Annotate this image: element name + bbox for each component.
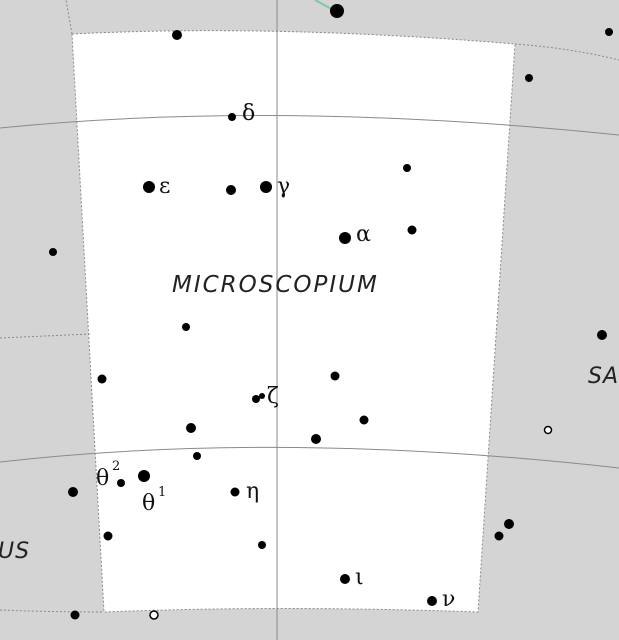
variable-star — [543, 425, 553, 435]
neighbor-label-left: US — [0, 539, 30, 564]
star-delta — [228, 113, 236, 121]
star — [359, 415, 369, 425]
star-nu — [427, 596, 437, 606]
star — [605, 28, 613, 36]
star-iota — [340, 574, 350, 584]
microscopium-area — [71, 30, 516, 613]
star — [186, 423, 196, 433]
star-theta2 — [117, 479, 125, 487]
star — [504, 519, 514, 529]
star — [494, 531, 504, 541]
star — [172, 30, 182, 40]
declination-line-upper — [0, 115, 619, 136]
label-eta: η — [246, 479, 259, 504]
star-zeta-companion — [259, 393, 265, 399]
star — [97, 374, 107, 384]
star — [68, 487, 78, 497]
label-theta1: θ — [142, 491, 155, 516]
star — [182, 323, 190, 331]
star — [193, 452, 201, 460]
star — [103, 531, 113, 541]
declination-line-lower — [0, 446, 619, 469]
star — [226, 185, 236, 195]
star-top-bright — [330, 4, 344, 18]
variable-star — [149, 610, 159, 620]
star — [403, 164, 411, 172]
variable-stars — [149, 425, 553, 620]
star — [70, 610, 80, 620]
label-alpha: α — [356, 222, 371, 247]
star-epsilon — [143, 181, 155, 193]
star-gamma — [260, 181, 272, 193]
label-zeta: ζ — [267, 384, 279, 409]
label-nu: ν — [442, 587, 455, 612]
star-alpha — [339, 232, 351, 244]
label-epsilon: ε — [159, 174, 170, 199]
star — [597, 330, 607, 340]
stars — [49, 4, 613, 620]
star-eta — [230, 487, 240, 497]
star-zeta — [252, 395, 260, 403]
label-gamma: γ — [277, 174, 290, 199]
label-theta1-superscript: 1 — [158, 485, 166, 500]
star — [330, 371, 340, 381]
label-delta: δ — [242, 101, 255, 126]
label-iota: ι — [355, 565, 364, 590]
star — [525, 74, 533, 82]
star-theta1 — [138, 470, 150, 482]
neighbor-boundaries — [0, 0, 619, 613]
constellation-name: MICROSCOPIUM — [172, 272, 379, 298]
star — [258, 541, 266, 549]
star — [407, 225, 417, 235]
label-theta2: θ — [96, 466, 109, 491]
label-theta2-superscript: 2 — [112, 459, 120, 474]
neighbor-label-right: SA — [588, 364, 619, 389]
star — [49, 248, 57, 256]
star — [311, 434, 321, 444]
